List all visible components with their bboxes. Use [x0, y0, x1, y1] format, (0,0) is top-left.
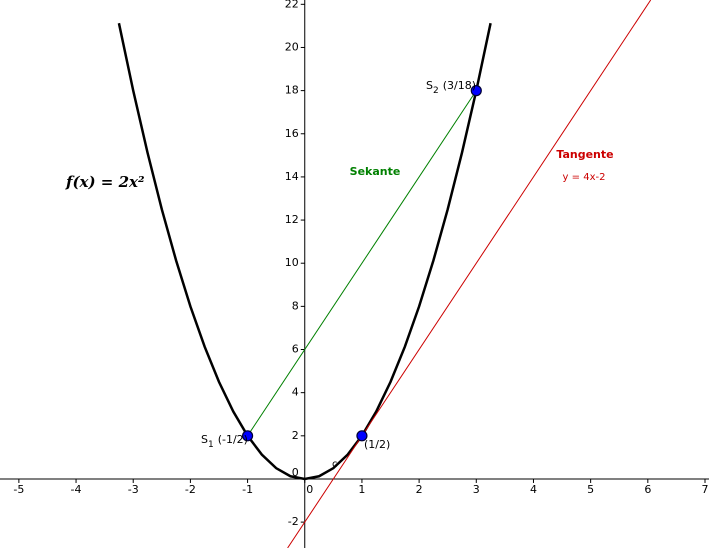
point-label: S2 (3/18) — [426, 79, 476, 96]
function-label: f(x) = 2x² — [65, 173, 145, 191]
series-line — [117, 22, 492, 481]
point-name: S — [201, 433, 208, 446]
y-tick-label: 22 — [285, 0, 299, 10]
tangent-label: Tangente — [556, 148, 613, 161]
x-tick-label: 0 — [306, 483, 313, 496]
x-tick-label: -4 — [71, 483, 82, 496]
x-tick-label: 6 — [644, 483, 651, 496]
y-tick-label: 0 — [292, 466, 299, 479]
x-tick-label: 4 — [530, 483, 537, 496]
x-tick-label: 2 — [416, 483, 423, 496]
series-line — [247, 90, 477, 437]
x-tick-label: -1 — [242, 483, 253, 496]
x-tick-label: 7 — [701, 483, 708, 496]
y-tick-label: 4 — [292, 386, 299, 399]
point — [470, 85, 482, 97]
x-tick-label: -3 — [128, 483, 139, 496]
point — [241, 430, 254, 442]
x-tick-label: 1 — [358, 483, 365, 496]
y-tick-label: 2 — [292, 429, 299, 442]
y-tick-label: 8 — [292, 299, 299, 312]
x-tick-label: 5 — [587, 483, 594, 496]
y-tick-label: 12 — [285, 213, 299, 226]
y-tick-label: 6 — [292, 343, 299, 356]
point-coords: (3/18) — [443, 79, 476, 92]
point-subscript: 2 — [433, 86, 439, 96]
y-tick-label: 10 — [285, 256, 299, 269]
y-tick-label: -2 — [288, 515, 299, 528]
x-tick-label: -5 — [13, 483, 24, 496]
point-subscript: 1 — [208, 440, 214, 450]
point-label: (1/2) — [364, 438, 390, 451]
point-coords: (-1/2) — [218, 433, 248, 446]
tangent-equation: y = 4x-2 — [563, 172, 606, 183]
y-tick-label: 20 — [285, 40, 299, 53]
point-label: S1 (-1/2) — [201, 433, 248, 450]
x-tick-label: 3 — [473, 483, 480, 496]
point-name: S — [426, 79, 433, 92]
point — [356, 430, 368, 442]
tangent-name: c — [332, 459, 338, 470]
y-tick-label: 18 — [285, 84, 299, 97]
y-tick-label: 16 — [285, 127, 299, 140]
point-coords: (1/2) — [364, 438, 390, 451]
secant-label: Sekante — [350, 165, 401, 178]
y-tick-label: 14 — [285, 170, 299, 183]
x-tick-label: -2 — [185, 483, 196, 496]
series-line — [287, 0, 652, 548]
